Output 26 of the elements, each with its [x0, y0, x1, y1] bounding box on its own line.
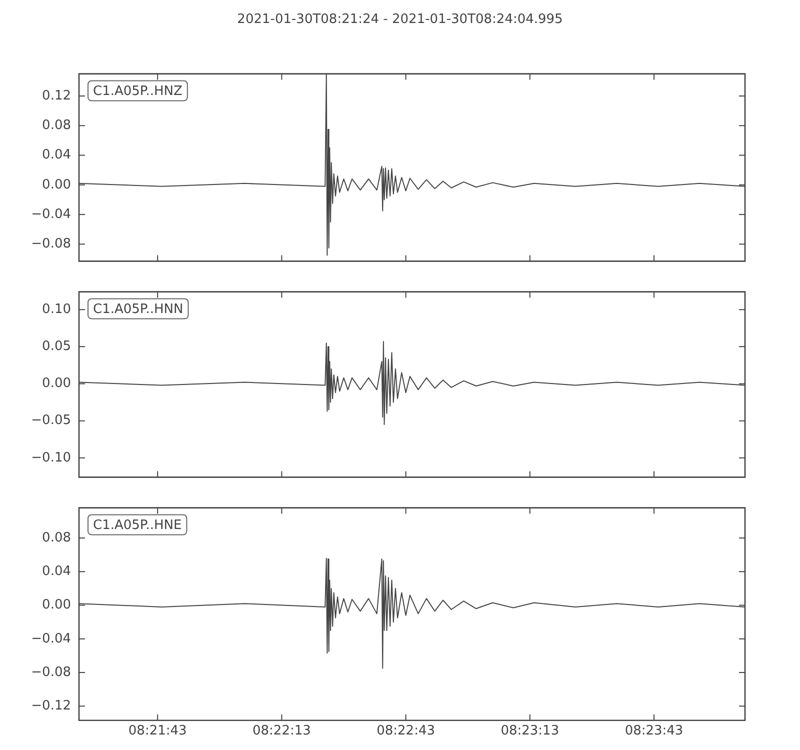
- y-tick-label: −0.04: [31, 206, 71, 222]
- legend-label: C1.A05P..HNE: [93, 518, 182, 534]
- x-tick-label: 08:21:43: [128, 724, 187, 739]
- y-tick-label: 0.08: [42, 118, 71, 134]
- x-tick-label: 08:22:43: [376, 724, 435, 739]
- y-tick-label: 0.10: [42, 302, 71, 317]
- x-tick-label: 08:23:43: [624, 724, 684, 739]
- chart-title: 2021-01-30T08:21:24 - 2021-01-30T08:24:04.995: [236, 12, 564, 27]
- x-tick-label: 08:23:13: [500, 724, 560, 739]
- x-tick-label: 08:22:13: [252, 724, 311, 739]
- y-tick-label: 0.00: [42, 177, 71, 192]
- y-tick-label: 0.00: [42, 598, 71, 613]
- y-tick-label: −0.12: [31, 698, 71, 714]
- y-tick-label: −0.04: [31, 631, 71, 646]
- y-tick-label: −0.08: [31, 664, 71, 680]
- y-tick-label: −0.10: [31, 450, 71, 466]
- y-tick-label: 0.00: [42, 376, 71, 392]
- y-tick-label: −0.05: [31, 413, 71, 428]
- y-tick-label: 0.04: [42, 148, 71, 163]
- y-tick-label: −0.08: [31, 236, 71, 252]
- y-tick-label: 0.05: [42, 339, 71, 354]
- legend-label: C1.A05P..HNN: [93, 302, 184, 318]
- y-tick-label: 0.12: [42, 88, 71, 104]
- y-tick-label: 0.04: [42, 564, 71, 580]
- legend-label: C1.A05P..HNZ: [93, 84, 182, 100]
- y-tick-label: 0.08: [42, 530, 71, 546]
